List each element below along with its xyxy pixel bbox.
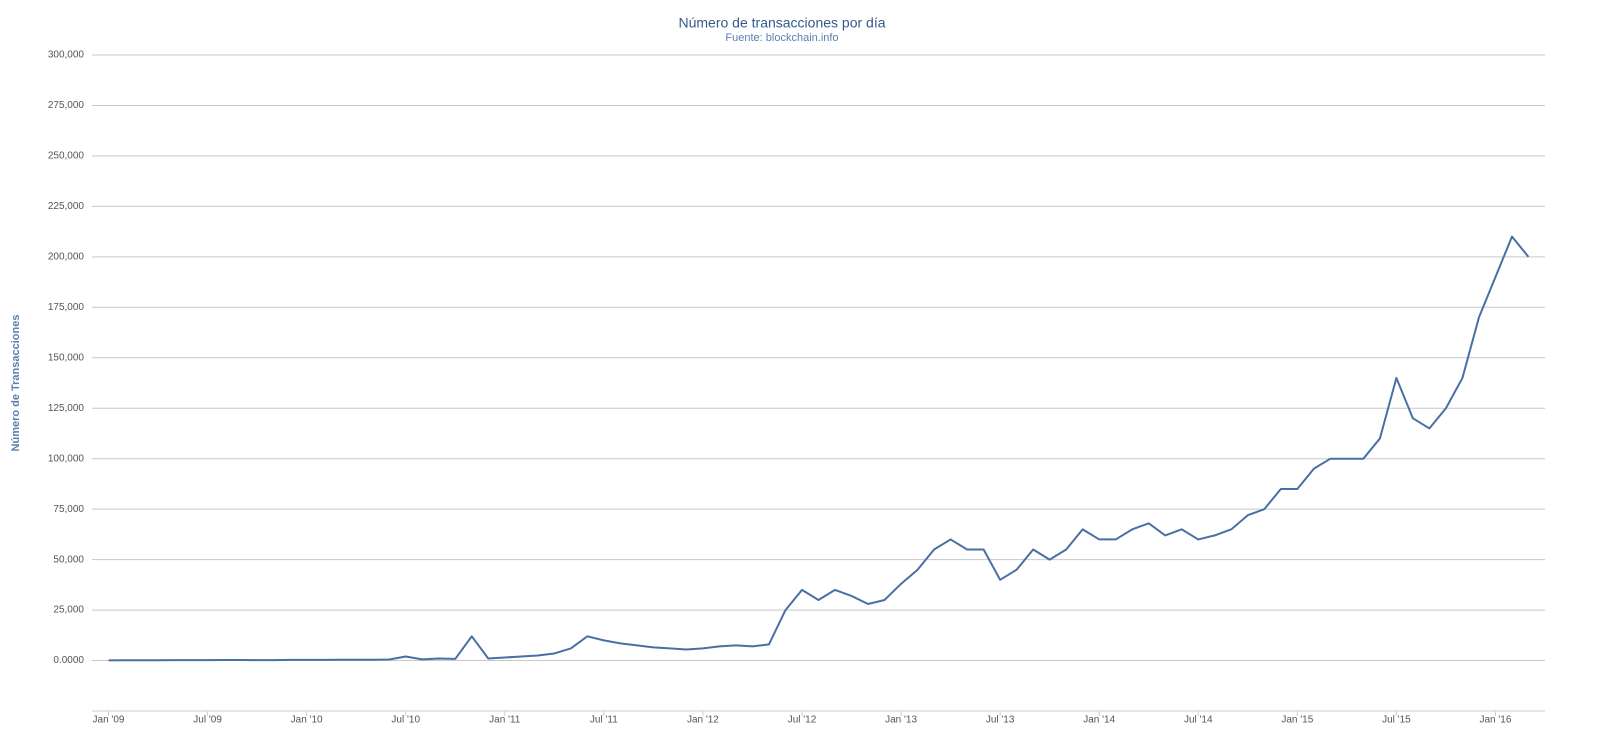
x-tick-label: Jan '15	[1281, 715, 1313, 726]
chart-title: Número de transacciones por día	[679, 15, 886, 31]
y-tick-label: 250,000	[48, 151, 85, 162]
x-tick-label: Jan '13	[885, 715, 917, 726]
x-tick-label: Jul '14	[1184, 715, 1213, 726]
y-tick-label: 275,000	[48, 100, 85, 111]
y-tick-label: 125,000	[48, 403, 85, 414]
x-tick-label: Jul '09	[193, 715, 222, 726]
data-line	[108, 235, 1530, 662]
y-tick-label: 150,000	[48, 352, 85, 363]
y-tick-label: 175,000	[48, 302, 85, 313]
x-tick-label: Jan '09	[93, 715, 125, 726]
x-tick-label: Jan '14	[1083, 715, 1115, 726]
y-tick-label: 200,000	[48, 251, 85, 262]
x-tick-label: Jul '11	[590, 715, 618, 726]
x-tick-label: Jul '12	[788, 715, 817, 726]
chart-subtitle: Fuente: blockchain.info	[725, 32, 838, 44]
y-tick-label: 75,000	[53, 504, 84, 515]
x-tick-label: Jul '13	[986, 715, 1015, 726]
y-tick-label: 50,000	[53, 554, 84, 565]
y-tick-label: 100,000	[48, 453, 85, 464]
x-tick-label: Jan '16	[1479, 715, 1511, 726]
x-tick-label: Jan '11	[489, 715, 521, 726]
y-tick-label: 25,000	[53, 605, 84, 616]
x-tick-label: Jul '10	[391, 715, 420, 726]
y-tick-label: 225,000	[48, 201, 85, 212]
x-tick-label: Jul '15	[1382, 715, 1411, 726]
x-tick-label: Jan '10	[291, 715, 323, 726]
y-tick-label: 0.0000	[53, 655, 84, 666]
x-tick-label: Jan '12	[687, 715, 719, 726]
y-tick-label: 300,000	[48, 50, 85, 61]
y-axis-label: Número de Transacciones	[10, 315, 22, 452]
